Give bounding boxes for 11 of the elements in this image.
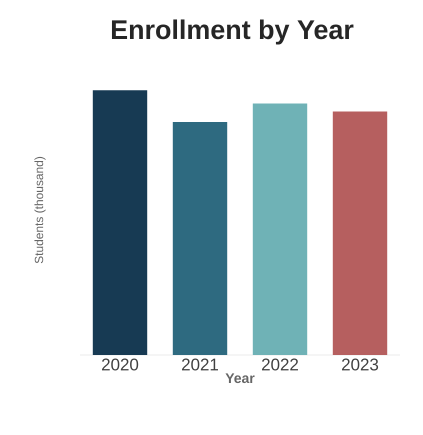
bar xyxy=(92,90,148,355)
bar xyxy=(332,111,388,355)
x-tick-label: 2020 xyxy=(102,358,138,371)
bar xyxy=(172,122,228,355)
x-axis-title: Year xyxy=(226,373,255,384)
y-axis-title: Students (thousand) xyxy=(34,156,46,264)
chart-title: Enrollment by Year xyxy=(112,19,354,45)
x-tick-label: 2023 xyxy=(342,358,378,371)
x-tick-label: 2021 xyxy=(182,358,218,371)
x-tick-label: 2022 xyxy=(262,358,298,371)
bar xyxy=(252,104,308,355)
